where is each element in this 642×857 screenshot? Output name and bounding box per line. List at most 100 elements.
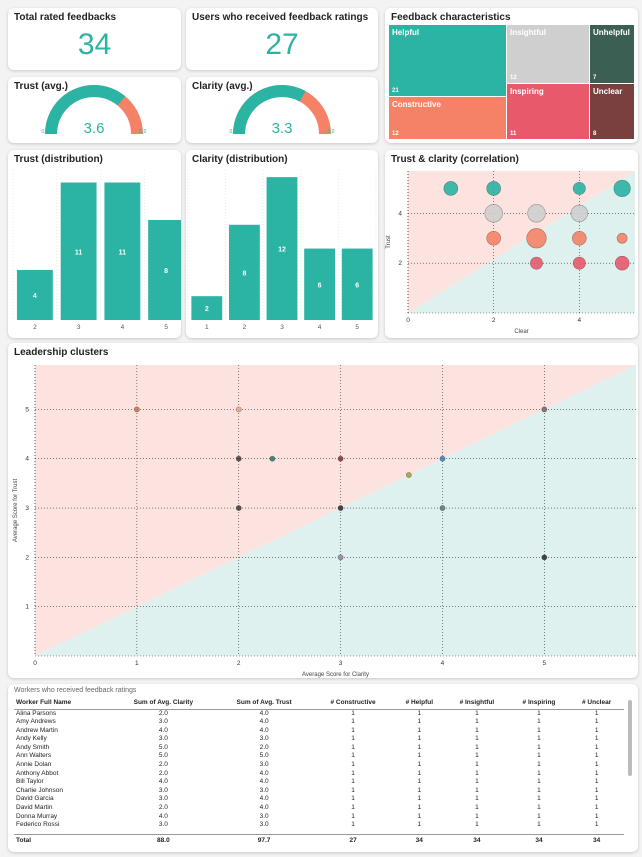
data-point-11 — [530, 256, 543, 270]
table-cell: 1 — [417, 709, 422, 717]
y-axis-label: Trust — [386, 235, 392, 249]
table-cell: 3.0 — [158, 718, 168, 726]
column-header[interactable]: # Unclear — [569, 697, 624, 710]
column-header[interactable]: # Helpful — [393, 697, 446, 710]
table-row[interactable]: David Garcia 3.0 4.0 1 1 1 1 1 — [14, 795, 624, 804]
table-cell: 1 — [594, 761, 599, 769]
bar-label: 6 — [355, 282, 359, 289]
column-header[interactable]: # Inspiring — [508, 697, 570, 710]
table-cell: 1 — [417, 821, 422, 829]
table-row[interactable]: Andy Kelly 3.0 3.0 1 1 1 1 1 — [14, 735, 624, 744]
kpi-users-title: Users who received feedback ratings — [192, 12, 369, 23]
table-cell: 1 — [417, 735, 422, 743]
table-cell: David Martin — [16, 804, 53, 812]
treemap-tile-unhelpful[interactable]: Unhelpful 7 — [590, 25, 634, 83]
column-header[interactable]: Sum of Avg. Trust — [215, 697, 313, 710]
total-cell: 97.7 — [215, 834, 313, 847]
table-row[interactable]: Federico Rossi 3.0 3.0 1 1 1 1 1 — [14, 821, 624, 830]
x-tick-label: 4 — [318, 324, 322, 331]
table-total-row: Total 88.0 97.7 27 34 34 34 34 — [14, 834, 624, 847]
treemap-tile-unclear[interactable]: Unclear 8 — [590, 84, 634, 139]
gauge-trust-max: 5.0 — [140, 129, 147, 135]
table-row[interactable]: Andrew Martin 4.0 4.0 1 1 1 1 1 — [14, 727, 624, 736]
data-point-11 — [337, 554, 344, 561]
table-cell: 1 — [594, 735, 599, 743]
column-header[interactable]: # Insightful — [445, 697, 509, 710]
bar-1 — [191, 296, 223, 320]
table-row[interactable]: Charlie Johnson 3.0 3.0 1 1 1 1 1 — [14, 787, 624, 796]
x-tick-label: 4 — [578, 317, 582, 324]
data-point-10 — [616, 232, 628, 244]
data-point-8 — [526, 228, 547, 249]
table-cell: 1 — [537, 752, 541, 760]
data-point-7 — [486, 230, 501, 246]
treemap-tile-label: Constructive — [392, 100, 441, 109]
table-cell: 1 — [475, 761, 479, 769]
table-cell: 1 — [594, 821, 599, 829]
table-row[interactable]: Amy Andrews 3.0 4.0 1 1 1 1 1 — [14, 718, 624, 727]
table-row[interactable]: Anthony Abbot 2.0 4.0 1 1 1 1 1 — [14, 770, 624, 779]
x-tick-label: 2 — [33, 324, 37, 331]
total-cell: Total — [14, 834, 112, 847]
column-header[interactable]: # Constructive — [312, 697, 394, 710]
table-cell: 1 — [594, 795, 599, 803]
table-cell: 1 — [475, 778, 479, 786]
table-cell: 3.0 — [158, 795, 168, 803]
x-axis-label: Average Score for Clarity — [302, 672, 369, 678]
table-scrollbar[interactable] — [628, 700, 632, 776]
table-row[interactable]: Alina Parsons 2.0 4.0 1 1 1 1 1 — [14, 709, 624, 718]
table-cell: 1 — [417, 769, 422, 777]
treemap-tile-constructive[interactable]: Constructive 12 — [389, 97, 506, 139]
bar-label: 8 — [242, 270, 246, 277]
gauge-card-trust: Trust (avg.) 3.6 0.0 5.0 — [8, 77, 181, 143]
table-cell: 1 — [475, 804, 479, 812]
leadership-title: Leadership clusters — [14, 347, 109, 358]
total-cell: 34 — [508, 834, 570, 847]
table-card: Workers who received feedback ratings Wo… — [8, 684, 638, 852]
kpi-users-value: 27 — [265, 28, 299, 61]
y-tick-label: 1 — [25, 604, 29, 611]
table-cell: 4.0 — [259, 804, 269, 812]
table-cell: 4.0 — [158, 778, 168, 786]
table-row[interactable]: Andy Smith 5.0 2.0 1 1 1 1 1 — [14, 744, 624, 753]
column-header[interactable]: Sum of Avg. Clarity — [111, 697, 216, 710]
treemap-tile-value: 12 — [510, 75, 517, 81]
table-cell: 1 — [417, 778, 422, 786]
bar-5 — [148, 220, 181, 320]
bar-2 — [16, 270, 53, 320]
table-row[interactable]: Bill Taylor 4.0 4.0 1 1 1 1 1 — [14, 778, 624, 787]
table-cell: 2.0 — [158, 804, 168, 812]
data-point-3 — [235, 455, 242, 462]
data-point-0 — [133, 406, 140, 413]
x-tick-label: 2 — [237, 660, 241, 667]
leadership-card: Leadership clusters 0 1 2 3 4 5 1 2 3 4 5 Average S… — [8, 343, 638, 678]
table-cell: 1 — [417, 752, 422, 760]
table-cell: 4.0 — [158, 726, 168, 734]
table-cell: 1 — [351, 761, 355, 769]
column-header[interactable]: Worker Full Name — [14, 697, 112, 710]
treemap-tile-insightful[interactable]: Insightful 12 — [507, 25, 589, 83]
table-row[interactable]: Donna Murray 4.0 3.0 1 1 1 1 1 — [14, 813, 624, 822]
treemap-tile-inspiring[interactable]: Inspiring 11 — [507, 84, 589, 139]
total-cell: 34 — [445, 834, 509, 847]
table-cell: 1 — [351, 812, 355, 820]
table-row[interactable]: David Martin 2.0 4.0 1 1 1 1 1 — [14, 804, 624, 813]
table-row[interactable]: Ann Walters 5.0 5.0 1 1 1 1 1 — [14, 752, 624, 761]
treemap-tile-helpful[interactable]: Helpful 21 — [389, 25, 506, 96]
table-cell: 1 — [537, 709, 541, 717]
table-cell: 1 — [475, 769, 479, 777]
x-tick-label: 0 — [33, 660, 37, 667]
y-tick-label: 4 — [398, 210, 402, 217]
table-cell: 1 — [537, 786, 541, 794]
x-tick-label: 2 — [243, 324, 247, 331]
trust-dist-card: Trust (distribution) 4 2 11 3 11 4 8 5 — [8, 150, 181, 338]
y-tick-label: 5 — [25, 406, 29, 413]
data-point-2 — [572, 181, 586, 195]
bar-3 — [266, 177, 298, 320]
gauge-clarity: 3.3 0.0 5.0 — [230, 85, 335, 137]
data-point-6 — [439, 455, 446, 462]
table-cell: Federico Rossi — [16, 821, 60, 829]
table-cell: 1 — [537, 718, 541, 726]
y-tick-label: 2 — [398, 260, 402, 267]
table-row[interactable]: Annie Dolan 2.0 3.0 1 1 1 1 1 — [14, 761, 624, 770]
